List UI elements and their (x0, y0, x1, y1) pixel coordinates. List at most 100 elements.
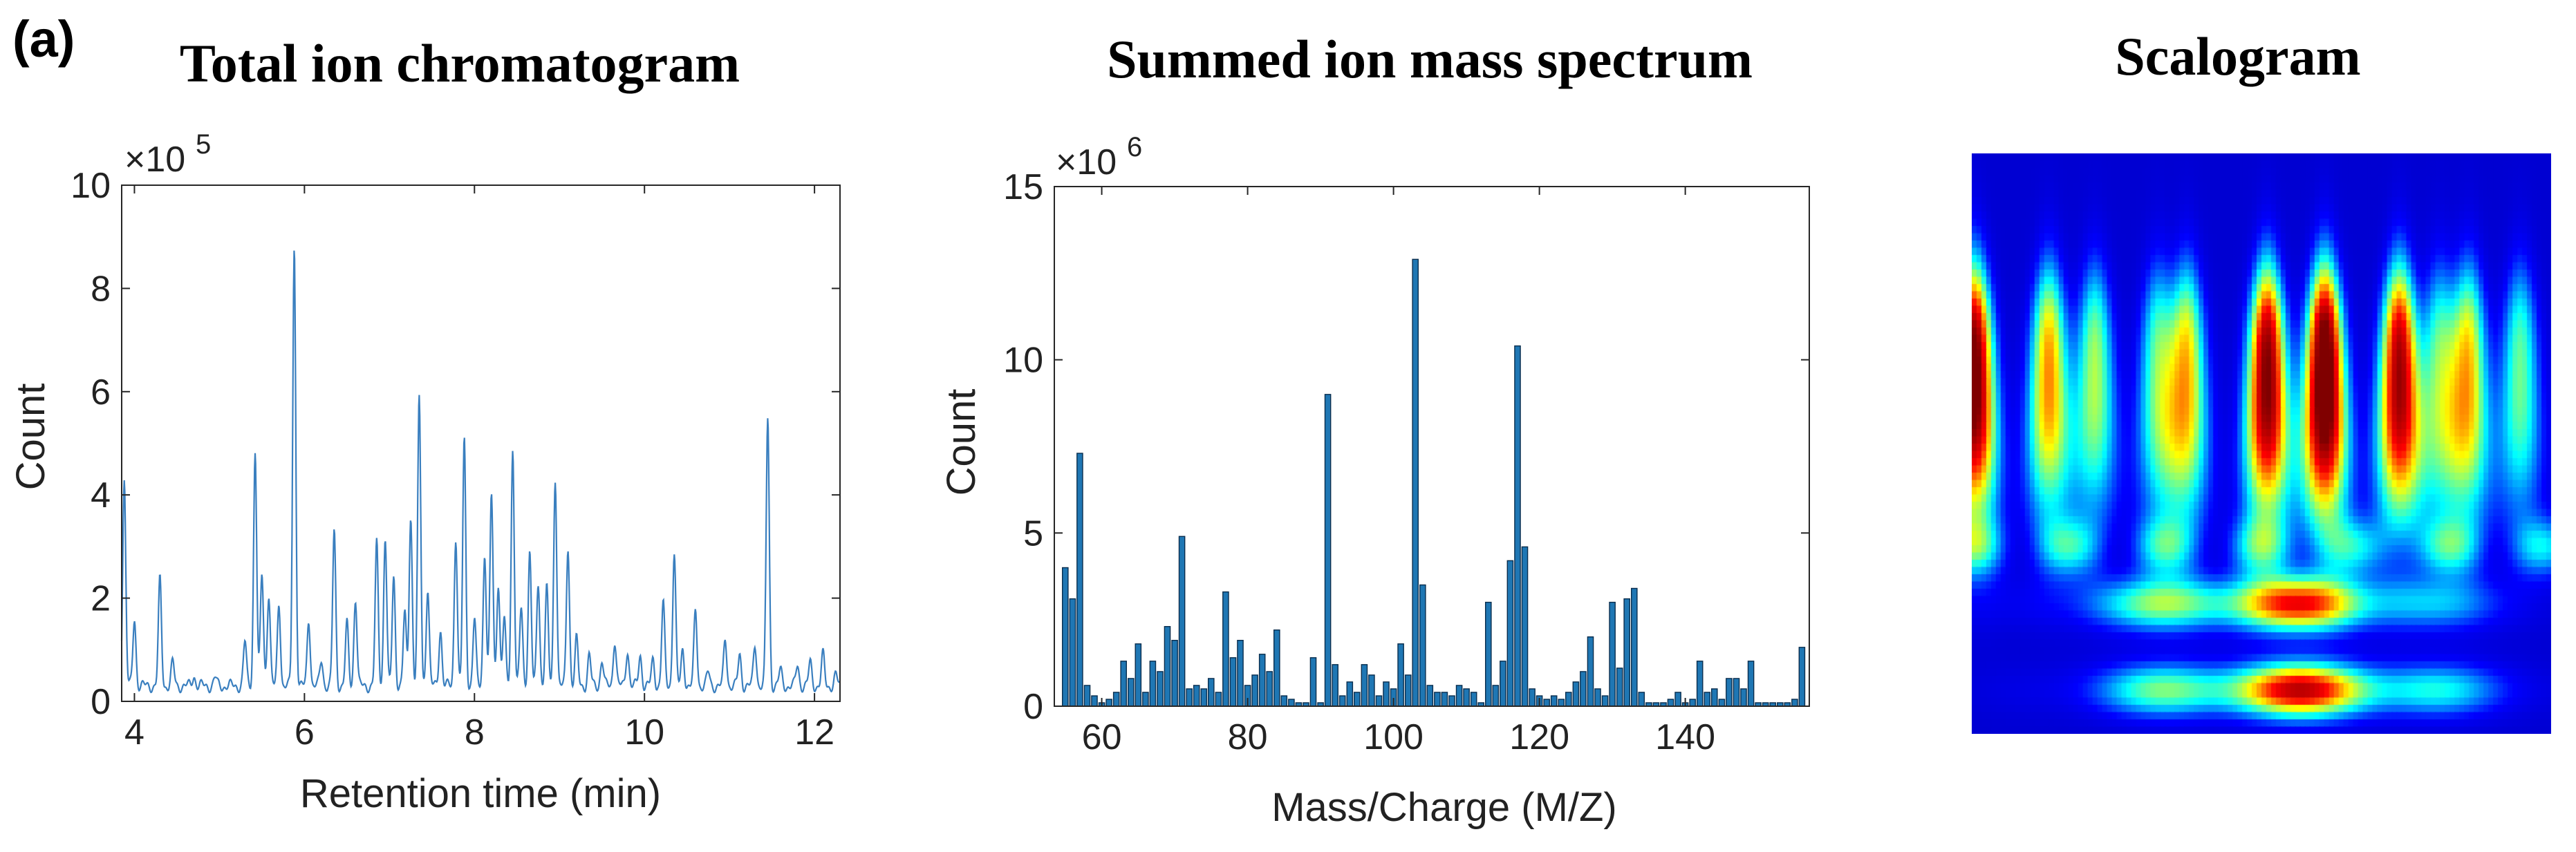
mass-spectrum-bar (1565, 692, 1572, 707)
chromatogram-xtick-label: 6 (295, 712, 315, 752)
chromatogram-xtick-label: 8 (465, 712, 485, 752)
mass-spectrum-bar (1616, 668, 1623, 707)
mass-spectrum-bar (1733, 678, 1740, 707)
mass-spectrum-bar (1346, 681, 1354, 707)
mass-spectrum-bar (1601, 695, 1609, 707)
mass-spectrum-bar (1266, 671, 1273, 707)
mass-spectrum-bar (1112, 692, 1120, 707)
chromatogram-xlabel: Retention time (min) (300, 771, 661, 816)
mass-spectrum-ytick-label: 5 (1023, 513, 1043, 553)
mass-spectrum-bar (1448, 695, 1455, 707)
mass-spectrum-xlabel: Mass/Charge (M/Z) (1271, 785, 1617, 830)
mass-spectrum-bar (1455, 685, 1463, 707)
mass-spectrum-bar (1674, 692, 1681, 707)
mass-spectrum-bar (1587, 636, 1594, 707)
mass-spectrum-bar (1309, 657, 1317, 707)
mass-spectrum-bar (1368, 674, 1375, 707)
mass-spectrum-bar (1500, 661, 1506, 707)
chromatogram-exponent-power: 5 (196, 129, 211, 160)
mass-spectrum-xtick-label: 140 (1655, 717, 1715, 757)
chromatogram-trace (120, 250, 840, 694)
mass-spectrum-bar (1383, 681, 1390, 707)
chromatogram-xtick-label: 10 (624, 712, 664, 752)
chromatogram-ytick-label: 4 (91, 475, 111, 515)
mass-spectrum-bar (1521, 546, 1529, 707)
mass-spectrum-bar (1157, 671, 1164, 707)
mass-spectrum-bar (1353, 692, 1361, 707)
scalogram-heatmap-frame (1972, 153, 2551, 734)
mass-spectrum-bar (1580, 671, 1587, 707)
mass-spectrum-bar (1120, 661, 1127, 707)
chromatogram-ytick-label: 8 (91, 269, 111, 309)
mass-spectrum-bar (1470, 692, 1477, 707)
mass-spectrum-bar (1324, 394, 1332, 707)
mass-spectrum-bar (1710, 688, 1718, 707)
mass-spectrum-bar (1076, 453, 1083, 707)
scalogram-title: Scalogram (2115, 26, 2360, 86)
mass-spectrum-bar (1798, 647, 1806, 707)
mass-spectrum-bar (1361, 664, 1368, 707)
mass-spectrum-title: Summed ion mass spectrum (1107, 29, 1753, 89)
mass-spectrum-bar (1164, 626, 1171, 707)
mass-spectrum-bar (1667, 699, 1674, 707)
mass-spectrum-bar (1550, 695, 1558, 707)
mass-spectrum-xtick-label: 120 (1509, 717, 1569, 757)
mass-spectrum-bar (1186, 688, 1193, 707)
mass-spectrum-xtick-label: 100 (1363, 717, 1424, 757)
scalogram-chart: Scalogram (1972, 26, 2551, 734)
mass-spectrum-bar (1492, 685, 1500, 707)
chromatogram-ytick-label: 6 (91, 372, 111, 413)
mass-spectrum-bar (1375, 695, 1383, 707)
mass-spectrum-bar (1747, 661, 1755, 707)
mass-spectrum-bar (1149, 661, 1157, 707)
mass-spectrum-bar (1623, 598, 1631, 707)
mass-spectrum-bar (1280, 695, 1288, 707)
mass-spectrum-bar (1069, 598, 1076, 707)
mass-spectrum-bar (1397, 643, 1404, 707)
mass-spectrum-xtick-label: 60 (1082, 717, 1122, 757)
mass-spectrum-bar (1273, 629, 1280, 707)
chromatogram-axes-frame (121, 184, 841, 702)
chromatogram-title: Total ion chromatogram (180, 33, 740, 93)
mass-spectrum-bar (1419, 584, 1426, 707)
mass-spectrum-bar (1258, 654, 1266, 707)
mass-spectrum-bar (1441, 692, 1448, 707)
mass-spectrum-bar (1484, 601, 1492, 707)
mass-spectrum-ylabel: Count (939, 389, 984, 496)
mass-spectrum-bar (1718, 699, 1726, 707)
mass-spectrum-bar (1426, 685, 1434, 707)
chromatogram-chart: Total ion chromatogram ×10 5 0 2 4 6 8 10 4 6 8 1… (8, 33, 841, 816)
chromatogram-xtick-label: 4 (124, 712, 144, 752)
mass-spectrum-bar (1689, 699, 1697, 707)
scalogram-heatmap (1972, 153, 2551, 734)
mass-spectrum-axes-frame (1054, 186, 1810, 707)
mass-spectrum-bar (1572, 681, 1580, 707)
mass-spectrum-bar (1142, 692, 1149, 707)
mass-spectrum-bar (1193, 685, 1200, 707)
mass-spectrum-bar (1434, 692, 1441, 707)
chromatogram-xtick-label: 12 (794, 712, 834, 752)
mass-spectrum-exponent: ×10 6 (1056, 132, 1142, 182)
mass-spectrum-bar (1704, 692, 1711, 707)
mass-spectrum-bar (1251, 674, 1258, 707)
mass-spectrum-bar (1288, 699, 1295, 707)
mass-spectrum-ytick-label: 15 (1003, 167, 1043, 207)
chromatogram-ylabel: Count (8, 384, 53, 491)
mass-spectrum-bar (1127, 678, 1135, 707)
mass-spectrum-bar (1638, 692, 1645, 707)
mass-spectrum-bar (1061, 567, 1069, 707)
mass-spectrum-bar (1726, 678, 1733, 707)
mass-spectrum-bar (1609, 601, 1616, 707)
mass-spectrum-bar (1630, 587, 1638, 707)
mass-spectrum-bar (1083, 685, 1091, 707)
mass-spectrum-bar (1178, 536, 1186, 707)
mass-spectrum-exponent-base: ×10 (1056, 142, 1117, 182)
mass-spectrum-bar (1514, 345, 1521, 707)
mass-spectrum-bar (1404, 674, 1412, 707)
mass-spectrum-bar (1091, 695, 1098, 707)
mass-spectrum-bar (1105, 699, 1112, 707)
mass-spectrum-bar (1529, 688, 1536, 707)
mass-spectrum-bar (1338, 695, 1346, 707)
mass-spectrum-bar (1215, 692, 1222, 707)
